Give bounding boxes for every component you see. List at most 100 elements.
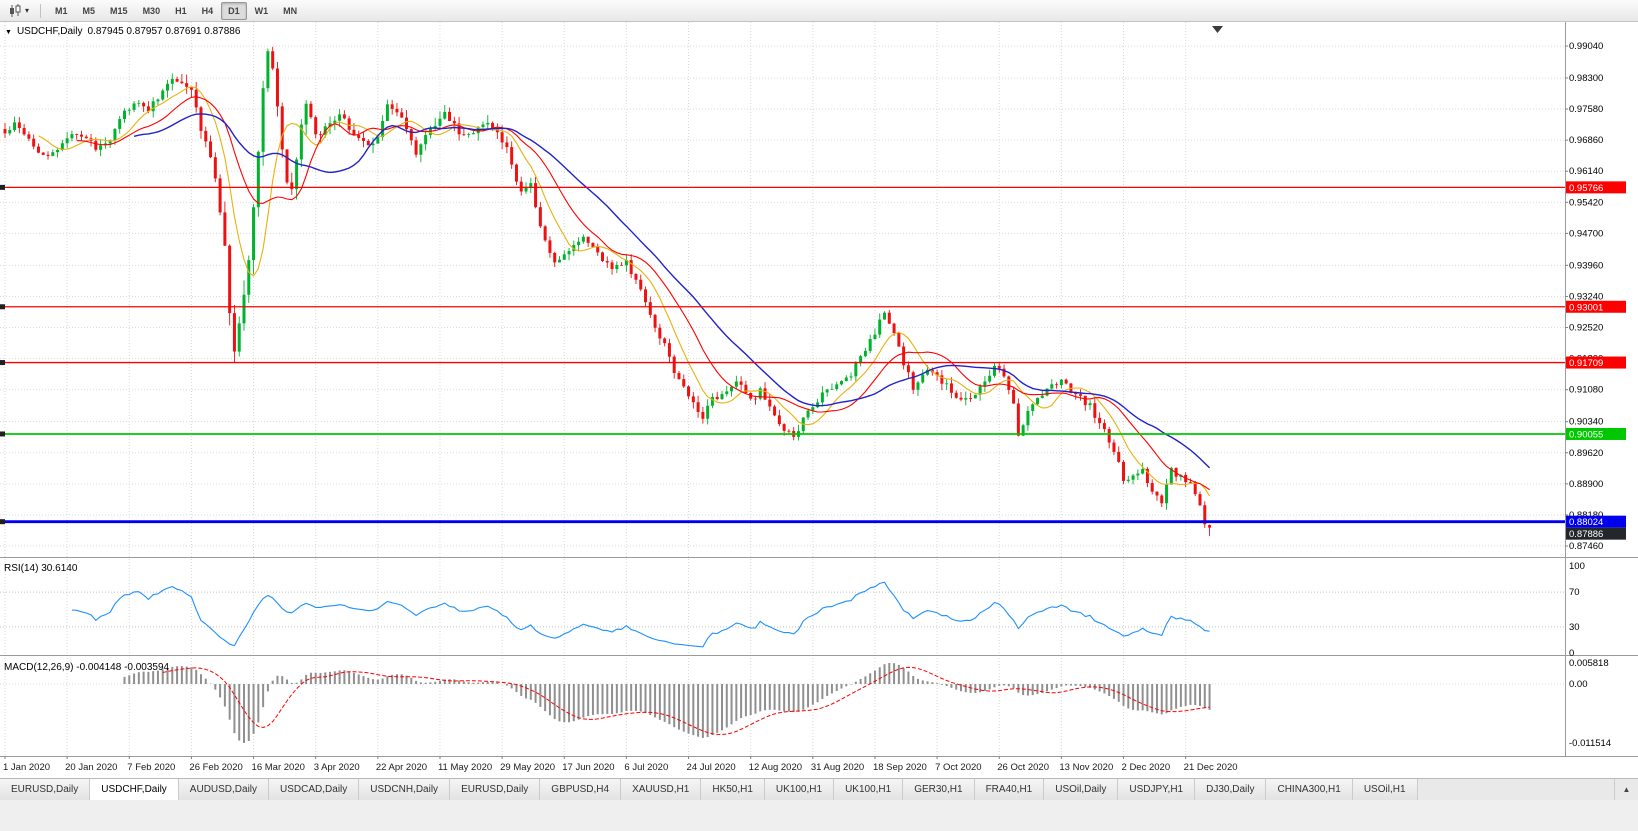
- timeframe-switcher: M1 M5 M15 M30 H1 H4 D1 W1 MN: [48, 1, 304, 20]
- date-axis-label: 26 Feb 2020: [189, 762, 242, 773]
- axis-price-tag: [1566, 427, 1626, 440]
- chart-tab-13-USOil-Daily[interactable]: USOil,Daily: [1044, 779, 1119, 800]
- timeframe-button-D1[interactable]: D1: [221, 1, 247, 20]
- timeframe-button-W1[interactable]: W1: [254, 5, 269, 16]
- support-resistance-lines[interactable]: [0, 184, 1565, 525]
- chart-tab-7-XAUUSD-H1[interactable]: XAUUSD,H1: [621, 779, 702, 800]
- price-axis-label: 0.90340: [1569, 417, 1603, 428]
- axis-price-tag: [1566, 356, 1626, 369]
- symbol-ohlc-header: ▼ USDCHF,Daily 0.87945 0.87957 0.87691 0…: [5, 26, 240, 37]
- price-axis-label: 0.97580: [1569, 104, 1603, 115]
- date-axis-label: 29 May 2020: [500, 762, 555, 773]
- line-handle[interactable]: [0, 431, 5, 437]
- chart-tab-5-EURUSD-Daily[interactable]: EURUSD,Daily: [450, 779, 541, 800]
- rsi-title: RSI(14) 30.6140: [4, 563, 78, 574]
- price-axis-label: 0.98300: [1569, 73, 1603, 84]
- price-axis-label: 0.99040: [1569, 41, 1603, 52]
- rsi-axis-label: 70: [1569, 587, 1580, 598]
- rsi-axis-label: 30: [1569, 622, 1580, 633]
- chart-tab-16-CHINA300-H1[interactable]: CHINA300,H1: [1266, 779, 1353, 800]
- timeframe-button-M15[interactable]: M15: [110, 5, 128, 16]
- date-axis-label: 11 May 2020: [438, 762, 492, 773]
- axis-price-tag: [1566, 515, 1626, 528]
- price-axis-label: 0.96860: [1569, 135, 1603, 146]
- date-axis-label: 20 Jan 2020: [65, 762, 117, 773]
- date-axis-label: 31 Aug 2020: [811, 762, 864, 773]
- axis-price-tag: [1566, 181, 1626, 194]
- chart-tab-14-USDJPY-H1[interactable]: USDJPY,H1: [1118, 779, 1196, 800]
- chart-tab-15-DJ30-Daily[interactable]: DJ30,Daily: [1195, 779, 1267, 800]
- date-axis-label: 3 Apr 2020: [314, 762, 360, 773]
- chart-tab-3-USDCAD-Daily[interactable]: USDCAD,Daily: [269, 779, 360, 800]
- price-axis-label: 0.93960: [1569, 260, 1603, 271]
- chart-tab-17-USOil-H1[interactable]: USOil,H1: [1352, 779, 1418, 800]
- timeframe-button-MN[interactable]: MN: [283, 5, 298, 16]
- candlesticks: [3, 46, 1212, 537]
- one-click-arrow-icon[interactable]: ▼: [5, 28, 12, 36]
- chart-tab-12-FRA40-H1[interactable]: FRA40,H1: [974, 779, 1045, 800]
- timeframe-button-M1[interactable]: M1: [55, 5, 68, 16]
- rsi-axis-label: 100: [1569, 561, 1585, 572]
- svg-text:0.91709: 0.91709: [1569, 358, 1603, 369]
- price-axis-label: 0.88900: [1569, 479, 1603, 490]
- macd-axis-label: 0.005818: [1569, 658, 1609, 669]
- macd-axis-label: 0.00: [1569, 679, 1588, 690]
- chevron-down-icon: ▾: [25, 5, 30, 15]
- chart-tab-1-USDCHF-Daily[interactable]: USDCHF,Daily: [90, 779, 179, 800]
- date-axis-label: 17 Jun 2020: [562, 762, 614, 773]
- date-axis-label: 2 Dec 2020: [1122, 762, 1171, 773]
- timeframe-button-H4[interactable]: H4: [201, 5, 214, 16]
- line-handle[interactable]: [0, 184, 5, 190]
- chart-tab-0-EURUSD-Daily[interactable]: EURUSD,Daily: [0, 779, 91, 800]
- chart-tab-11-GER30-H1[interactable]: GER30,H1: [903, 779, 975, 800]
- date-axis-label: 7 Feb 2020: [127, 762, 175, 773]
- price-axis-label: 0.96140: [1569, 166, 1603, 177]
- status-strip: [0, 800, 1638, 831]
- line-handle[interactable]: [0, 304, 5, 310]
- chart-tab-6-GBPUSD-H4[interactable]: GBPUSD,H4: [540, 779, 622, 800]
- chart-tab-bar: EURUSD,Daily USDCHF,Daily AUDUSD,Daily USDC…: [0, 778, 1638, 800]
- chart-tab-10-UK100-H1[interactable]: UK100,H1: [834, 779, 904, 800]
- chart-tab-2-AUDUSD-Daily[interactable]: AUDUSD,Daily: [178, 779, 270, 800]
- svg-text:0.90055: 0.90055: [1569, 429, 1603, 440]
- ma-line-8: [38, 86, 1211, 497]
- date-axis-label: 18 Sep 2020: [873, 762, 927, 773]
- symbol-ohlc-values: 0.87945 0.87957 0.87691 0.87886: [87, 26, 241, 37]
- date-axis-label: 22 Apr 2020: [376, 762, 427, 773]
- chart-shift-marker[interactable]: [1212, 26, 1223, 33]
- ma-line-16: [76, 96, 1210, 491]
- axis-price-tag: [1566, 527, 1626, 540]
- timeframe-button-M5[interactable]: M5: [82, 5, 96, 16]
- chart-type-button[interactable]: ▾: [4, 2, 33, 20]
- symbol-name: USDCHF,Daily: [16, 26, 83, 37]
- price-axis-label: 0.88180: [1569, 510, 1603, 521]
- chart-tab-8-HK50-H1[interactable]: HK50,H1: [701, 779, 765, 800]
- chart-tab-4-USDCNH-Daily[interactable]: USDCNH,Daily: [359, 779, 451, 800]
- price-axis-label: 0.93240: [1569, 291, 1603, 302]
- panel-frame: [0, 22, 1638, 757]
- macd-title: MACD(12,26,9) -0.004148 -0.003594: [4, 662, 170, 673]
- grid-lines: [0, 22, 1565, 756]
- svg-text:0.95766: 0.95766: [1569, 183, 1603, 194]
- price-chart[interactable]: 0.99040 0.98300 0.97580 0.96860 0.96140 0.954…: [0, 22, 1638, 778]
- timeframe-button-H1[interactable]: H1: [175, 5, 187, 16]
- date-axis-label: 1 Jan 2020: [3, 762, 50, 773]
- macd-indicator: [0, 663, 1565, 743]
- date-axis-label: 26 Oct 2020: [997, 762, 1049, 773]
- rsi-indicator: [71, 581, 1210, 648]
- moving-average-lines: [38, 86, 1211, 497]
- price-axis-label: 0.87460: [1569, 541, 1603, 552]
- price-axis-label: 0.94700: [1569, 228, 1603, 239]
- axis-price-tag: [1566, 300, 1626, 313]
- price-axis-label: 0.95420: [1569, 197, 1603, 208]
- macd-axis-label: -0.011514: [1569, 738, 1611, 749]
- rsi-axis-label: 0: [1569, 648, 1574, 659]
- chart-tab-9-UK100-H1[interactable]: UK100,H1: [764, 779, 835, 800]
- line-handle[interactable]: [0, 360, 5, 366]
- timeframe-button-M30[interactable]: M30: [142, 5, 161, 16]
- rsi-line: [71, 581, 1210, 648]
- time-axis[interactable]: 1 Jan 2020 20 Jan 2020 7 Feb 2020 26 Feb 20…: [3, 756, 1238, 773]
- tab-overflow-icon[interactable]: ▲: [1614, 779, 1638, 800]
- candlestick-chart-icon: [10, 3, 21, 17]
- line-handle[interactable]: [0, 519, 5, 525]
